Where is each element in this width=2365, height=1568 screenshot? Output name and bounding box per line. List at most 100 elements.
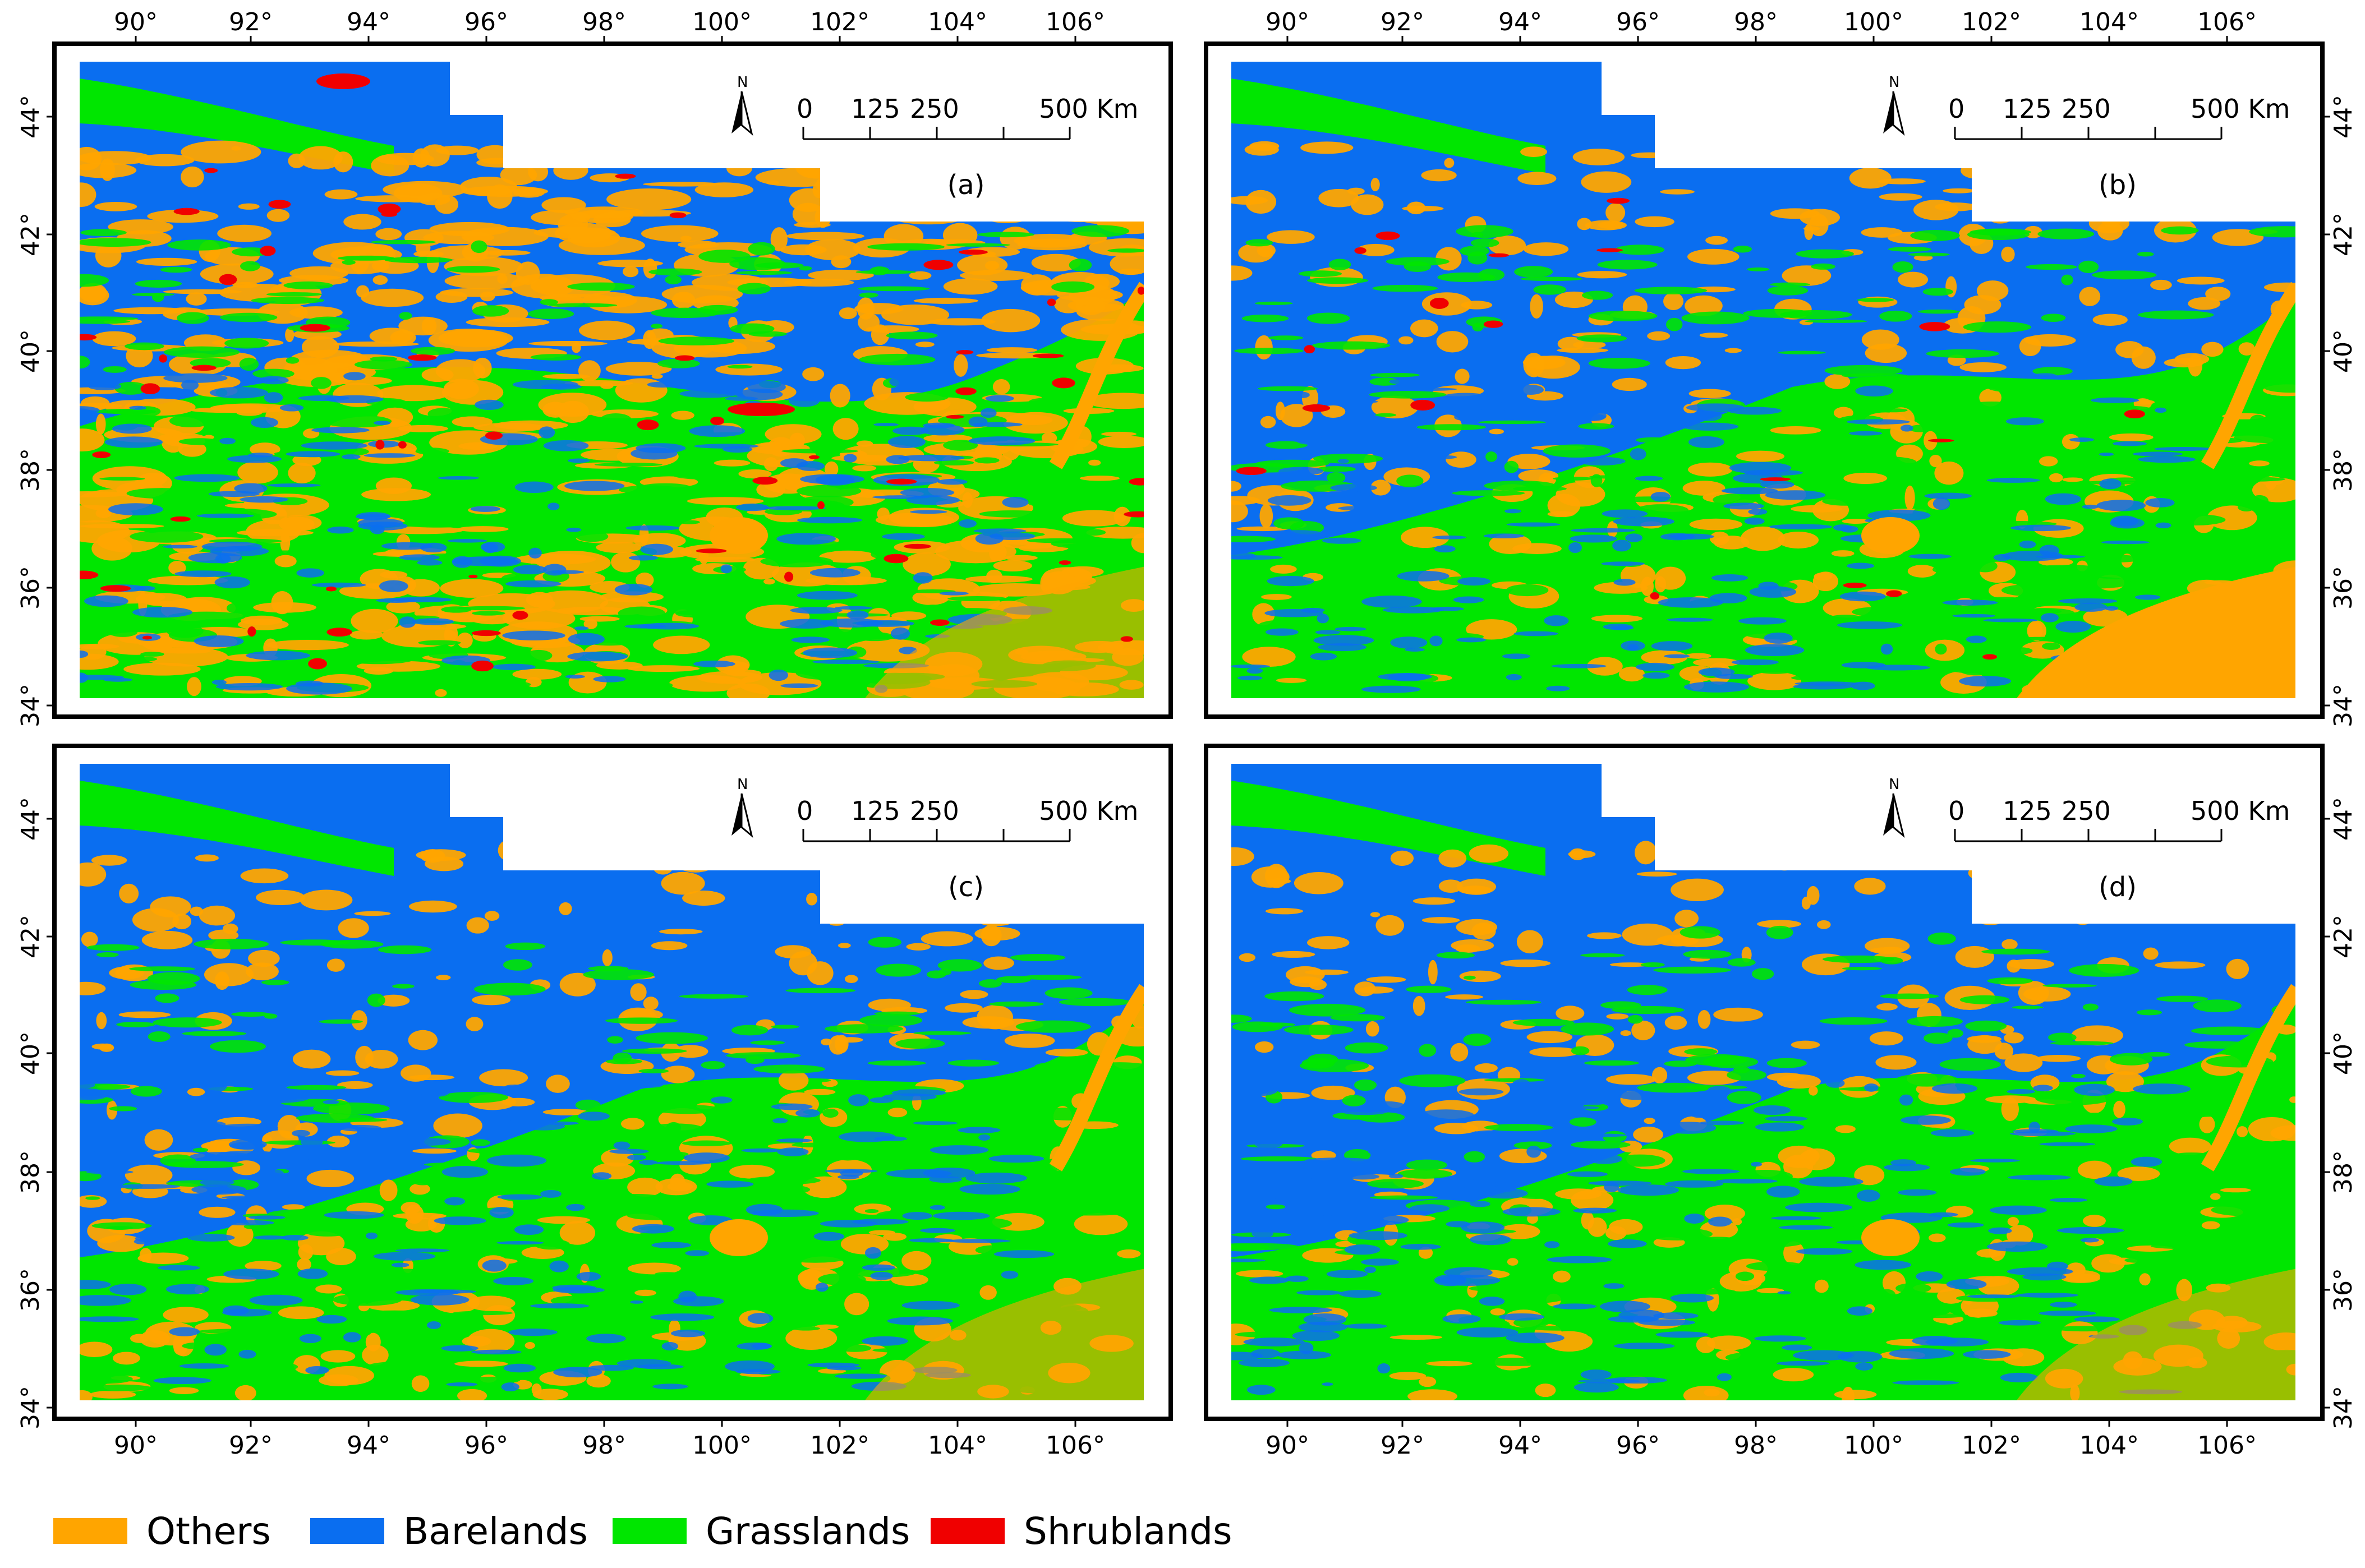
barelands-streak xyxy=(1354,444,1419,450)
grasslands-streak xyxy=(338,471,411,478)
grasslands-streak xyxy=(1908,425,1933,432)
grasslands-streak xyxy=(706,1369,739,1379)
barelands-streak xyxy=(1892,1380,1959,1385)
lat-tick-label: 38° xyxy=(16,1150,45,1194)
others-patch xyxy=(945,1003,983,1013)
barelands-streak xyxy=(1880,643,1893,655)
barelands-streak xyxy=(797,591,858,600)
barelands-streak xyxy=(181,380,199,391)
others-patch xyxy=(1812,571,1839,592)
shrublands-patch xyxy=(1304,345,1315,354)
others-patch xyxy=(457,1389,487,1400)
grasslands-streak xyxy=(1728,1139,1770,1151)
barelands-streak xyxy=(651,1242,692,1249)
barelands-streak xyxy=(1267,495,1312,506)
grasslands-streak xyxy=(435,1252,464,1261)
barelands-streak xyxy=(248,453,273,458)
grasslands-streak xyxy=(1963,321,2032,333)
grasslands-streak xyxy=(1308,1053,1338,1066)
others-patch xyxy=(792,202,824,226)
others-patch xyxy=(738,469,772,479)
others-patch xyxy=(2062,433,2080,450)
barelands-streak xyxy=(1635,662,1674,671)
others-patch xyxy=(420,144,450,167)
shrublands-patch xyxy=(326,628,352,637)
others-patch xyxy=(333,151,353,173)
barelands-streak xyxy=(1777,1291,1791,1295)
grasslands-streak xyxy=(588,966,629,971)
barelands-streak xyxy=(194,635,244,647)
grasslands-streak xyxy=(1306,312,1350,324)
barelands-streak xyxy=(910,510,947,514)
grasslands-streak xyxy=(867,1060,926,1066)
others-patch xyxy=(2113,1100,2125,1118)
shrublands-patch xyxy=(946,414,964,419)
scale-bar-label: 125 xyxy=(851,796,900,826)
grasslands-streak xyxy=(1614,245,1665,255)
others-patch xyxy=(297,1258,311,1271)
grasslands-streak xyxy=(1466,999,1542,1005)
barelands-streak xyxy=(343,372,366,381)
others-patch xyxy=(80,1341,113,1357)
grasslands-streak xyxy=(231,1012,272,1017)
others-patch xyxy=(98,632,175,655)
grasslands-streak xyxy=(605,1017,678,1024)
others-patch xyxy=(979,1285,997,1300)
grasslands-streak xyxy=(1504,460,1519,473)
barelands-streak xyxy=(1458,1088,1504,1096)
grasslands-streak xyxy=(224,338,269,349)
others-patch xyxy=(466,917,489,934)
scale-bar-label: 0 xyxy=(1948,796,1964,826)
barelands-streak xyxy=(1001,1270,1019,1279)
shrublands-patch xyxy=(728,403,795,416)
barelands-streak xyxy=(1410,1204,1450,1213)
barelands-streak xyxy=(163,545,197,549)
barelands-streak xyxy=(2099,452,2114,456)
grasslands-streak xyxy=(987,424,1000,437)
barelands-streak xyxy=(1267,575,1314,587)
barelands-streak xyxy=(1313,635,1374,646)
grasslands-streak xyxy=(1406,985,1452,993)
barelands-streak xyxy=(2099,478,2122,490)
barelands-streak xyxy=(1708,1086,1731,1095)
grasslands-streak xyxy=(2124,1257,2150,1263)
others-patch xyxy=(1351,194,1384,215)
grasslands-streak xyxy=(1460,246,1489,257)
grasslands-streak xyxy=(452,1311,513,1316)
grasslands-streak xyxy=(1059,998,1133,1007)
grasslands-streak xyxy=(1254,301,1293,306)
barelands-streak xyxy=(366,1232,378,1239)
grasslands-streak xyxy=(1580,953,1625,958)
barelands-streak xyxy=(1664,654,1690,658)
grasslands-streak xyxy=(85,1384,152,1391)
barelands-streak xyxy=(1586,1154,1622,1164)
grasslands-streak xyxy=(662,520,675,526)
barelands-streak xyxy=(1578,1379,1640,1383)
barelands-streak xyxy=(356,1131,410,1141)
others-patch xyxy=(532,1389,568,1400)
barelands-streak xyxy=(1849,431,1883,436)
grasslands-streak xyxy=(1805,319,1867,323)
others-area xyxy=(2017,1269,2295,1400)
others-patch xyxy=(2155,961,2206,969)
grasslands-streak xyxy=(744,1184,811,1196)
barelands-streak xyxy=(1461,1221,1505,1234)
barelands-streak xyxy=(1983,618,2038,622)
grasslands-streak xyxy=(607,1036,623,1044)
barelands-streak xyxy=(747,1313,774,1324)
barelands-streak xyxy=(1916,1271,1943,1282)
barelands-streak xyxy=(219,1220,274,1226)
others-patch xyxy=(369,328,413,344)
barelands-streak xyxy=(1635,476,1663,481)
barelands-streak xyxy=(1837,621,1903,629)
barelands-streak xyxy=(482,1260,507,1272)
others-patch xyxy=(821,1038,832,1046)
barelands-streak xyxy=(1296,1290,1342,1295)
others-patch xyxy=(1251,866,1290,888)
grasslands-streak xyxy=(1612,1006,1685,1014)
grasslands-streak xyxy=(1927,932,1956,945)
grasslands-streak xyxy=(1306,277,1369,284)
others-patch xyxy=(199,1206,236,1218)
others-patch xyxy=(484,911,500,921)
barelands-streak xyxy=(187,1234,235,1242)
